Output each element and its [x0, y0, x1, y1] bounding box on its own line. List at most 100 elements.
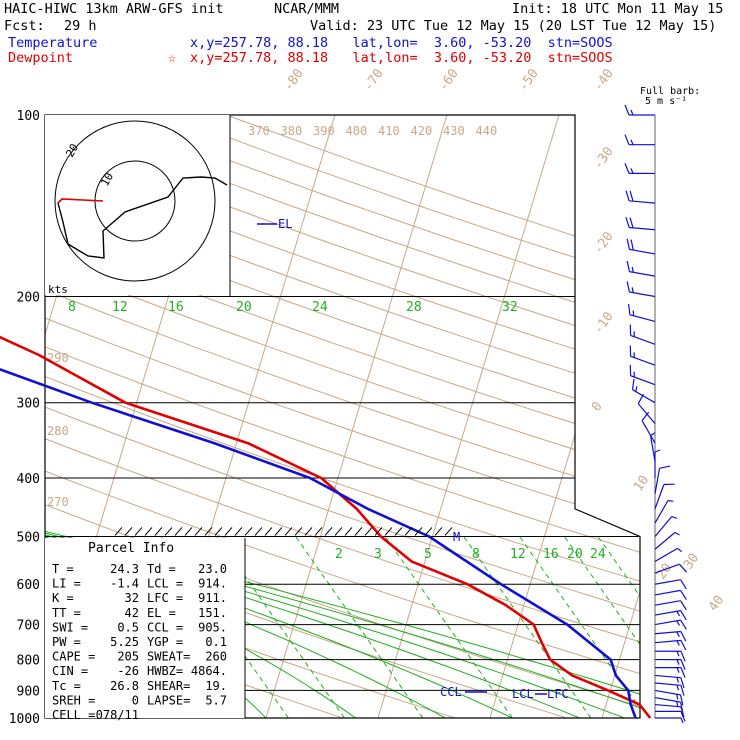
freezing-level-hatch — [384, 527, 393, 536]
forecast-hour: 29 h — [64, 18, 97, 34]
freezing-level-hatch — [404, 527, 413, 536]
parcel-info-value: 0.5 — [117, 620, 139, 634]
temperature-location: x,y=257.78, 88.18 lat,lon= 3.60, -53.20 … — [190, 35, 613, 51]
parcel-info-value: 19. — [205, 679, 227, 693]
theta-label: 390 — [313, 124, 335, 138]
theta-label: 370 — [248, 124, 270, 138]
isotherm-label: 20 — [654, 561, 675, 582]
hodograph-ring-label: 10 — [98, 171, 116, 189]
dry-adiabat-line — [45, 115, 640, 718]
isotherm-label: 30 — [681, 551, 702, 572]
ccl-label: CCL — [440, 685, 462, 699]
isotherm-line — [265, 115, 448, 718]
wind-barb — [626, 281, 656, 298]
hodograph-low-level-trace — [57, 198, 104, 204]
isotherm-label: -60 — [436, 66, 462, 94]
parcel-info-key: TT = — [52, 606, 81, 620]
theta-label: 290 — [47, 351, 69, 365]
mixing-ratio-line — [295, 536, 424, 718]
freezing-level-hatch — [364, 527, 373, 536]
wind-barb — [654, 674, 685, 689]
freezing-level-hatch — [374, 527, 383, 536]
wind-barb — [637, 393, 656, 425]
dry-adiabat-line — [45, 115, 640, 718]
init-time: Init: 18 UTC Mon 11 May 15 — [512, 1, 724, 17]
freezing-level-hatch — [194, 527, 203, 536]
parcel-info-key: HWBZ= — [147, 664, 183, 678]
parcel-info-value: 205 — [117, 650, 139, 664]
pressure-tick-label: 600 — [17, 578, 40, 593]
wind-barb — [624, 104, 655, 116]
wind-barb — [654, 547, 683, 562]
parcel-info-value: 24.3 — [110, 562, 139, 576]
pressure-tick-label: 500 — [17, 530, 40, 545]
isotherm-label: 40 — [706, 593, 727, 614]
wind-barb — [649, 432, 656, 462]
wind-barb — [654, 499, 674, 524]
wind-barb — [654, 579, 687, 590]
isotherm-label: -50 — [516, 66, 542, 94]
freezing-level-hatch — [264, 527, 273, 536]
theta-label: 430 — [443, 124, 465, 138]
isotherm-label: 10 — [631, 473, 652, 494]
freezing-level-hatch — [424, 527, 433, 536]
parcel-info-key: EL = — [147, 606, 176, 620]
wind-barb — [654, 667, 686, 678]
freezing-level-hatch — [434, 527, 443, 536]
theta-label: 280 — [47, 424, 69, 438]
moist-adiabat-label: 32 — [502, 300, 518, 315]
wind-barb — [654, 449, 661, 479]
mixing-ratio-label: 8 — [472, 547, 480, 562]
parcel-info-key: CAPE = — [52, 650, 95, 664]
wind-barb — [654, 619, 687, 630]
dewpoint-profile-line — [0, 367, 637, 719]
hodograph-units: kts — [48, 283, 68, 296]
temperature-profile-line — [0, 335, 652, 719]
moist-adiabat-label: 8 — [68, 300, 76, 315]
mixing-ratio-label: 3 — [374, 547, 382, 562]
wind-barb — [654, 658, 686, 670]
wind-barb — [626, 238, 656, 255]
forecast-label: Fcst: — [4, 18, 45, 34]
wind-barb — [629, 324, 656, 345]
wind-barb — [654, 650, 686, 662]
freezing-level-hatch — [224, 527, 233, 536]
pressure-tick-label: 700 — [17, 619, 40, 634]
pressure-tick-label: 200 — [17, 291, 40, 306]
freezing-level-hatch — [314, 527, 323, 536]
wind-barb — [625, 217, 656, 231]
parcel-info-key: CCL = — [147, 620, 183, 634]
theta-label: 410 — [378, 124, 400, 138]
el-marker-label: EL — [278, 217, 292, 231]
pressure-tick-label: 900 — [17, 684, 40, 699]
moist-adiabat-label: 12 — [112, 300, 128, 315]
parcel-info-key: SWEAT= — [147, 650, 190, 664]
isotherm-label: -10 — [591, 309, 617, 337]
isotherm-label: -80 — [281, 66, 307, 94]
pressure-tick-label: 1000 — [9, 712, 40, 727]
parcel-info-value: 0.1 — [205, 635, 227, 649]
parcel-info-value: 151. — [198, 606, 227, 620]
wind-barb — [631, 378, 656, 404]
wind-barb — [626, 260, 656, 277]
mixing-ratio-label: 20 — [567, 547, 583, 562]
parcel-info-value: 905. — [198, 620, 227, 634]
parcel-info-key: PW = — [52, 635, 81, 649]
wind-barb — [654, 630, 687, 642]
hodograph-panel — [45, 115, 230, 295]
freezing-level-hatch — [354, 527, 363, 536]
freezing-level-hatch — [114, 527, 123, 536]
freezing-level-hatch — [444, 527, 453, 536]
parcel-info-key: SREH = — [52, 693, 95, 707]
mixing-ratio-label: 12 — [510, 547, 526, 562]
isotherm-line — [601, 115, 640, 718]
freezing-level-hatch — [244, 527, 253, 536]
mixing-ratio-line — [384, 536, 513, 718]
pressure-tick-label: 300 — [17, 397, 40, 412]
wind-barb — [654, 563, 688, 574]
freezing-level-hatch — [344, 527, 353, 536]
lcl-label: LCL — [512, 687, 534, 701]
dry-adiabat-line — [45, 115, 640, 718]
wind-barb — [654, 682, 685, 696]
